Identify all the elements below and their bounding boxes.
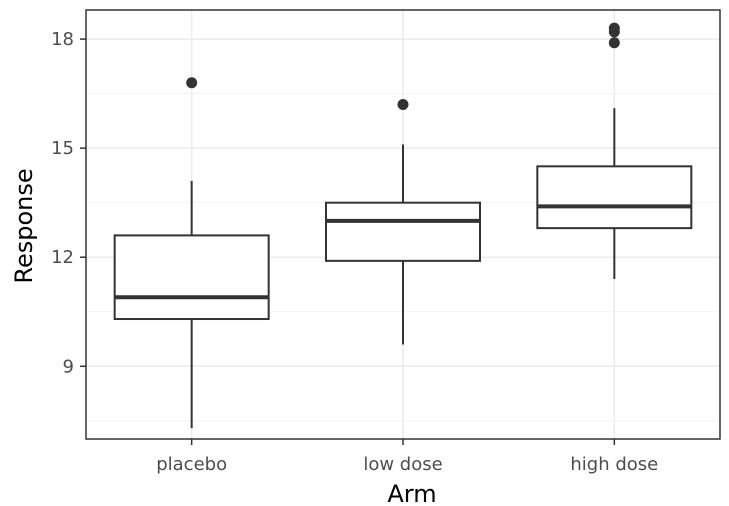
axis-layer: placebo low dose high dose 9 12 15 18 bbox=[51, 9, 721, 475]
box-outlier-point bbox=[397, 99, 409, 111]
box-layer bbox=[113, 22, 693, 429]
box-body bbox=[325, 201, 481, 262]
y-axis-title: Response bbox=[10, 168, 38, 283]
label-layer: Arm Response bbox=[10, 168, 437, 506]
x-tick-label: placebo bbox=[156, 454, 227, 475]
x-axis-title: Arm bbox=[387, 480, 436, 506]
x-tick-label: low dose bbox=[363, 454, 442, 475]
plot-panel-border bbox=[85, 9, 721, 440]
y-tick-label: 18 bbox=[51, 29, 74, 50]
box-body bbox=[536, 165, 693, 230]
y-tick-label: 9 bbox=[63, 356, 74, 377]
x-tick-label: high dose bbox=[570, 454, 658, 475]
y-tick-label: 15 bbox=[51, 138, 74, 159]
box-body bbox=[113, 234, 270, 321]
box-outlier-point bbox=[608, 37, 620, 49]
y-tick-label: 12 bbox=[51, 247, 74, 268]
box-outlier-point bbox=[608, 22, 620, 34]
box-outlier-point bbox=[186, 77, 198, 89]
